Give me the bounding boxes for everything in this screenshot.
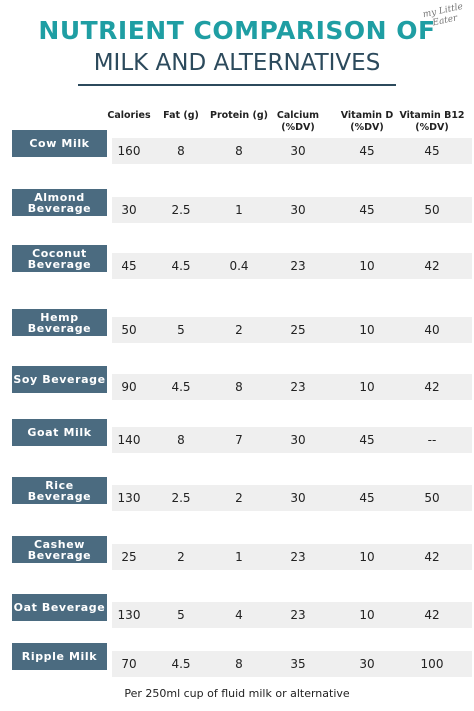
cell-value: 42 (424, 259, 440, 273)
cell-value: 2.5 (171, 491, 191, 505)
cell-value: 2 (235, 491, 243, 505)
cell-value: 23 (290, 608, 306, 622)
cell-value: 5 (177, 608, 185, 622)
row-label: Oat Beverage (12, 594, 107, 621)
row-strip (112, 317, 472, 343)
footnote: Per 250ml cup of fluid milk or alternati… (124, 687, 350, 700)
cell-value: 45 (359, 144, 375, 158)
cell-value: 2.5 (171, 203, 191, 217)
cell-value: 45 (359, 433, 375, 447)
subtitle: MILK AND ALTERNATIVES (93, 50, 381, 76)
cell-value: 1 (235, 203, 243, 217)
column-header: Vitamin B12 (%DV) (399, 110, 465, 133)
cell-value: 45 (424, 144, 440, 158)
title-rule (78, 84, 396, 86)
cell-value: 40 (424, 323, 440, 337)
cell-value: 10 (359, 550, 375, 564)
cell-value: 10 (359, 380, 375, 394)
row-strip (112, 253, 472, 279)
row-label: Rice Beverage (12, 477, 107, 504)
cell-value: 8 (235, 144, 243, 158)
cell-value: 4.5 (171, 657, 191, 671)
cell-value: 42 (424, 550, 440, 564)
column-header: Calories (107, 110, 151, 121)
cell-value: 90 (121, 380, 137, 394)
cell-value: 8 (177, 144, 185, 158)
cell-value: 42 (424, 608, 440, 622)
title: NUTRIENT COMPARISON OF (38, 16, 436, 45)
cell-value: 30 (121, 203, 137, 217)
cell-value: 8 (177, 433, 185, 447)
row-strip (112, 138, 472, 164)
cell-value: 30 (290, 144, 306, 158)
cell-value: 45 (359, 491, 375, 505)
cell-value: 50 (424, 491, 440, 505)
cell-value: 45 (121, 259, 137, 273)
cell-value: 10 (359, 259, 375, 273)
cell-value: -- (427, 433, 437, 447)
cell-value: 130 (117, 491, 141, 505)
cell-value: 30 (359, 657, 375, 671)
cell-value: 8 (235, 380, 243, 394)
cell-value: 7 (235, 433, 243, 447)
row-strip (112, 427, 472, 453)
row-label: Almond Beverage (12, 189, 107, 216)
cell-value: 23 (290, 550, 306, 564)
cell-value: 30 (290, 203, 306, 217)
cell-value: 30 (290, 491, 306, 505)
row-strip (112, 602, 472, 628)
cell-value: 8 (235, 657, 243, 671)
cell-value: 100 (420, 657, 444, 671)
row-strip (112, 544, 472, 570)
row-strip (112, 485, 472, 511)
column-header: Fat (g) (163, 110, 199, 121)
cell-value: 0.4 (229, 259, 249, 273)
cell-value: 42 (424, 380, 440, 394)
cell-value: 25 (290, 323, 306, 337)
row-strip (112, 651, 472, 677)
row-label: Cow Milk (12, 130, 107, 157)
cell-value: 50 (424, 203, 440, 217)
cell-value: 23 (290, 380, 306, 394)
column-header: Vitamin D (%DV) (340, 110, 394, 133)
cell-value: 10 (359, 608, 375, 622)
row-strip (112, 374, 472, 400)
cell-value: 160 (117, 144, 141, 158)
row-label: Soy Beverage (12, 366, 107, 393)
cell-value: 4.5 (171, 259, 191, 273)
cell-value: 30 (290, 433, 306, 447)
cell-value: 45 (359, 203, 375, 217)
cell-value: 140 (117, 433, 141, 447)
row-label: Hemp Beverage (12, 309, 107, 336)
cell-value: 130 (117, 608, 141, 622)
row-label: Goat Milk (12, 419, 107, 446)
cell-value: 1 (235, 550, 243, 564)
row-label: Cashew Beverage (12, 536, 107, 563)
cell-value: 35 (290, 657, 306, 671)
row-label: Coconut Beverage (12, 245, 107, 272)
cell-value: 50 (121, 323, 137, 337)
column-header: Calcium (%DV) (276, 110, 320, 133)
cell-value: 2 (177, 550, 185, 564)
cell-value: 10 (359, 323, 375, 337)
column-header: Protein (g) (210, 110, 268, 121)
cell-value: 2 (235, 323, 243, 337)
cell-value: 23 (290, 259, 306, 273)
cell-value: 4 (235, 608, 243, 622)
cell-value: 70 (121, 657, 137, 671)
row-label: Ripple Milk (12, 643, 107, 670)
cell-value: 5 (177, 323, 185, 337)
cell-value: 25 (121, 550, 137, 564)
cell-value: 4.5 (171, 380, 191, 394)
row-strip (112, 197, 472, 223)
